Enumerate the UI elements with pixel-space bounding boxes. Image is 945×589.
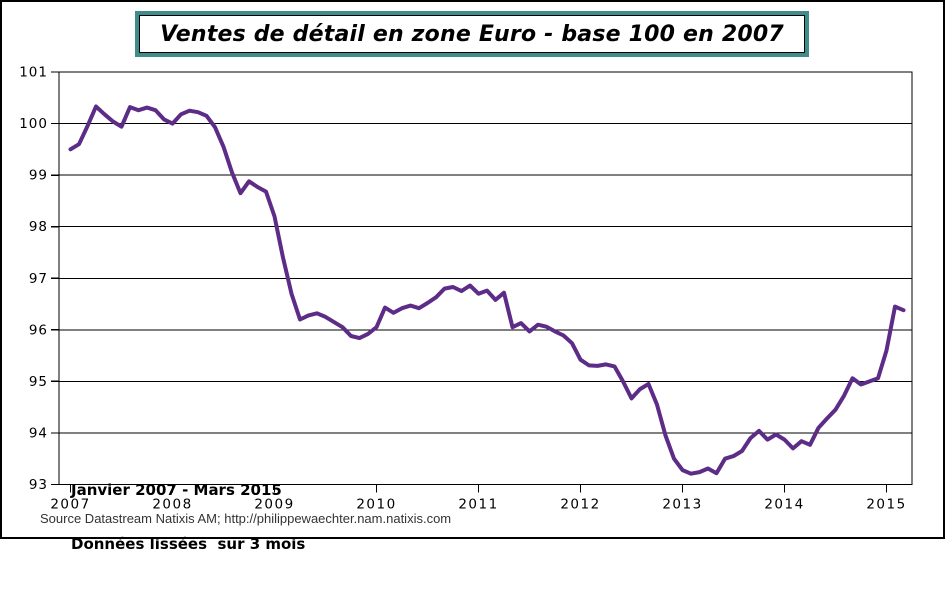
chart-frame: 93 94 95 96 97 98 99 100 101 2007 2008 2009 2010 2011… bbox=[0, 0, 945, 553]
svg-text:2015: 2015 bbox=[866, 497, 906, 513]
svg-text:2009: 2009 bbox=[254, 497, 294, 513]
svg-text:100: 100 bbox=[19, 116, 48, 132]
annotation-smoothing: Données lissées sur 3 mois bbox=[71, 535, 306, 553]
svg-text:95: 95 bbox=[29, 374, 48, 390]
svg-text:94: 94 bbox=[29, 425, 48, 441]
chart-title-box: Ventes de détail en zone Euro - base 100… bbox=[135, 11, 809, 57]
svg-text:97: 97 bbox=[29, 271, 48, 287]
svg-text:99: 99 bbox=[29, 168, 48, 184]
svg-text:2008: 2008 bbox=[152, 497, 192, 513]
source-note: Source Datastream Natixis AM; http://phi… bbox=[40, 511, 452, 526]
svg-text:98: 98 bbox=[29, 219, 48, 235]
chart-title-inner-border: Ventes de détail en zone Euro - base 100… bbox=[139, 15, 805, 53]
svg-text:2012: 2012 bbox=[560, 497, 600, 513]
svg-text:2011: 2011 bbox=[458, 497, 498, 513]
svg-text:93: 93 bbox=[29, 477, 48, 493]
svg-text:2014: 2014 bbox=[764, 497, 804, 513]
annotation-period: Janvier 2007 - Mars 2015 bbox=[71, 481, 282, 499]
line-chart-canvas: 93 94 95 96 97 98 99 100 101 2007 2008 2009 2010 2011… bbox=[19, 65, 913, 513]
svg-text:2007: 2007 bbox=[50, 497, 90, 513]
chart-title: Ventes de détail en zone Euro - base 100… bbox=[160, 21, 784, 47]
svg-text:96: 96 bbox=[29, 322, 48, 338]
svg-text:2013: 2013 bbox=[662, 497, 702, 513]
svg-text:101: 101 bbox=[19, 65, 48, 81]
svg-text:2010: 2010 bbox=[356, 497, 396, 513]
